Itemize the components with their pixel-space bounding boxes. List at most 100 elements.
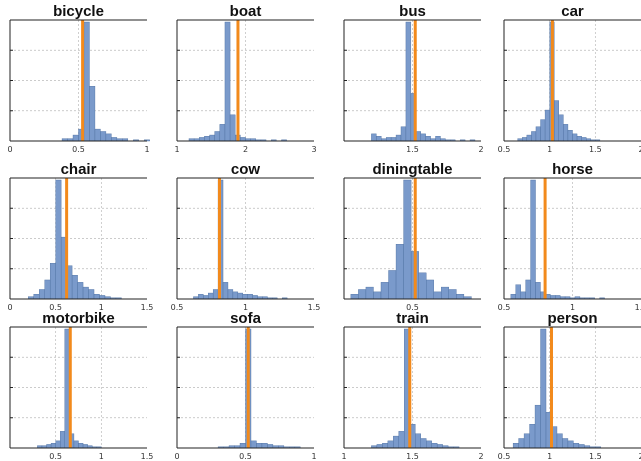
- histogram-bar: [512, 443, 519, 449]
- x-tick-label: 1: [547, 145, 552, 154]
- x-tick-label: 2: [243, 145, 248, 154]
- histogram-bar: [393, 435, 400, 449]
- histogram-bar: [562, 438, 569, 449]
- histogram-bar: [198, 294, 204, 300]
- histogram-bar: [426, 279, 434, 300]
- panel-motorbike: 0.5 1 1.5 motorbike: [9, 310, 153, 461]
- histogram-bar: [358, 289, 367, 300]
- histogram-bar: [227, 289, 234, 300]
- histogram-bar: [376, 136, 382, 142]
- histogram-bar: [522, 137, 528, 142]
- x-tick-label: 1: [99, 452, 104, 461]
- x-tick-label: 1.5: [141, 303, 154, 312]
- histogram-bar: [376, 444, 383, 449]
- panel-bus: 1.5 2 bus: [343, 3, 484, 154]
- panel-bicycle: 0 0.5 1 bicycle: [7, 3, 150, 154]
- histogram-bar: [576, 136, 582, 142]
- histogram-bar: [441, 286, 450, 300]
- histogram-bar: [420, 133, 426, 142]
- histogram-bar: [544, 109, 550, 142]
- histogram-bar: [49, 263, 56, 300]
- histogram-bar: [232, 291, 239, 300]
- histogram-bar: [240, 137, 246, 142]
- histogram-bar: [111, 137, 118, 142]
- histogram-bar: [82, 286, 89, 300]
- x-tick-label: 2: [478, 452, 483, 461]
- x-tick-label: 1: [174, 145, 179, 154]
- histogram-bar: [219, 124, 226, 142]
- x-tick-label: 0.5: [239, 452, 252, 461]
- histogram-bar: [563, 124, 569, 142]
- histogram-bar: [239, 443, 246, 449]
- histogram-bar: [526, 134, 532, 142]
- panel-chair: 0 0.5 1 1.5 chair: [7, 161, 153, 312]
- panel-title: boat: [230, 3, 262, 20]
- x-tick-label: 0: [7, 303, 12, 312]
- x-tick-label: 1: [144, 145, 149, 154]
- x-tick-label: 0.5: [171, 303, 184, 312]
- panel-title: train: [396, 310, 429, 327]
- x-tick-label: 1.5: [589, 452, 602, 461]
- histogram-bar: [382, 443, 389, 449]
- panel-title: bus: [399, 3, 426, 20]
- histogram-bar: [529, 424, 536, 449]
- panel-car: 0.5 1 1.5 2 car: [498, 3, 641, 154]
- panel-person: 0.5 1 1.5 2 person: [498, 310, 641, 461]
- x-tick-label: 0: [174, 452, 179, 461]
- histogram-bar: [523, 433, 530, 449]
- histogram-bar: [267, 444, 274, 449]
- histogram-bar: [83, 21, 90, 142]
- histogram-bar: [229, 114, 236, 142]
- histogram-bar: [390, 137, 397, 142]
- panel-title: diningtable: [373, 161, 453, 178]
- panel-sofa: 0 0.5 1 sofa: [174, 310, 316, 461]
- x-tick-label: 1: [341, 452, 346, 461]
- histogram-bar: [247, 294, 253, 300]
- histogram-bar: [214, 131, 221, 142]
- x-tick-label: 1: [311, 452, 316, 461]
- histogram-bar: [558, 114, 564, 142]
- panel-title: chair: [61, 161, 97, 178]
- histogram-bar: [94, 128, 101, 142]
- histogram-bar: [237, 292, 243, 300]
- histogram-bar: [373, 291, 382, 300]
- histogram-bar: [530, 179, 536, 300]
- histogram-bar: [204, 136, 210, 142]
- x-tick-label: 3: [311, 145, 316, 154]
- panel-train: 1 1.5 2 train: [341, 310, 483, 461]
- histogram-bar: [380, 282, 389, 300]
- histogram-bar: [420, 438, 427, 449]
- histogram-bar: [100, 131, 107, 142]
- x-tick-label: 1: [99, 303, 104, 312]
- histogram-bar: [78, 443, 84, 449]
- x-tick-label: 0.5: [406, 303, 419, 312]
- histogram-bar: [567, 130, 573, 142]
- histogram-bar: [99, 295, 106, 300]
- histogram-bar: [515, 284, 521, 300]
- x-tick-label: 0: [7, 145, 12, 154]
- histogram-bar: [371, 133, 377, 142]
- histogram-bar: [72, 134, 79, 142]
- histogram-bar: [567, 440, 574, 449]
- histogram-bar: [82, 444, 88, 449]
- histogram-bar: [534, 404, 541, 449]
- panel-title: motorbike: [42, 310, 115, 327]
- histogram-bar: [93, 294, 100, 300]
- x-tick-label: 1.5: [406, 145, 419, 154]
- x-tick-label: 1.5: [589, 145, 602, 154]
- histogram-bar: [212, 289, 219, 300]
- histogram-bar: [555, 295, 561, 300]
- histogram-bar: [525, 279, 531, 300]
- histogram-bar: [222, 282, 229, 300]
- histogram-bar: [431, 443, 438, 449]
- x-tick-label: 1.5: [635, 303, 641, 312]
- histogram-bar: [89, 86, 96, 142]
- histogram-bar: [520, 291, 526, 300]
- panel-diningtable: 0.5 diningtable: [343, 161, 481, 312]
- x-tick-label: 0.5: [498, 303, 511, 312]
- histogram-bar: [433, 291, 442, 300]
- histogram-bar: [385, 137, 392, 142]
- histogram-bar: [435, 136, 441, 142]
- histogram-bar: [395, 134, 402, 142]
- panel-cow: 0.5 1 1.5 cow: [171, 161, 321, 312]
